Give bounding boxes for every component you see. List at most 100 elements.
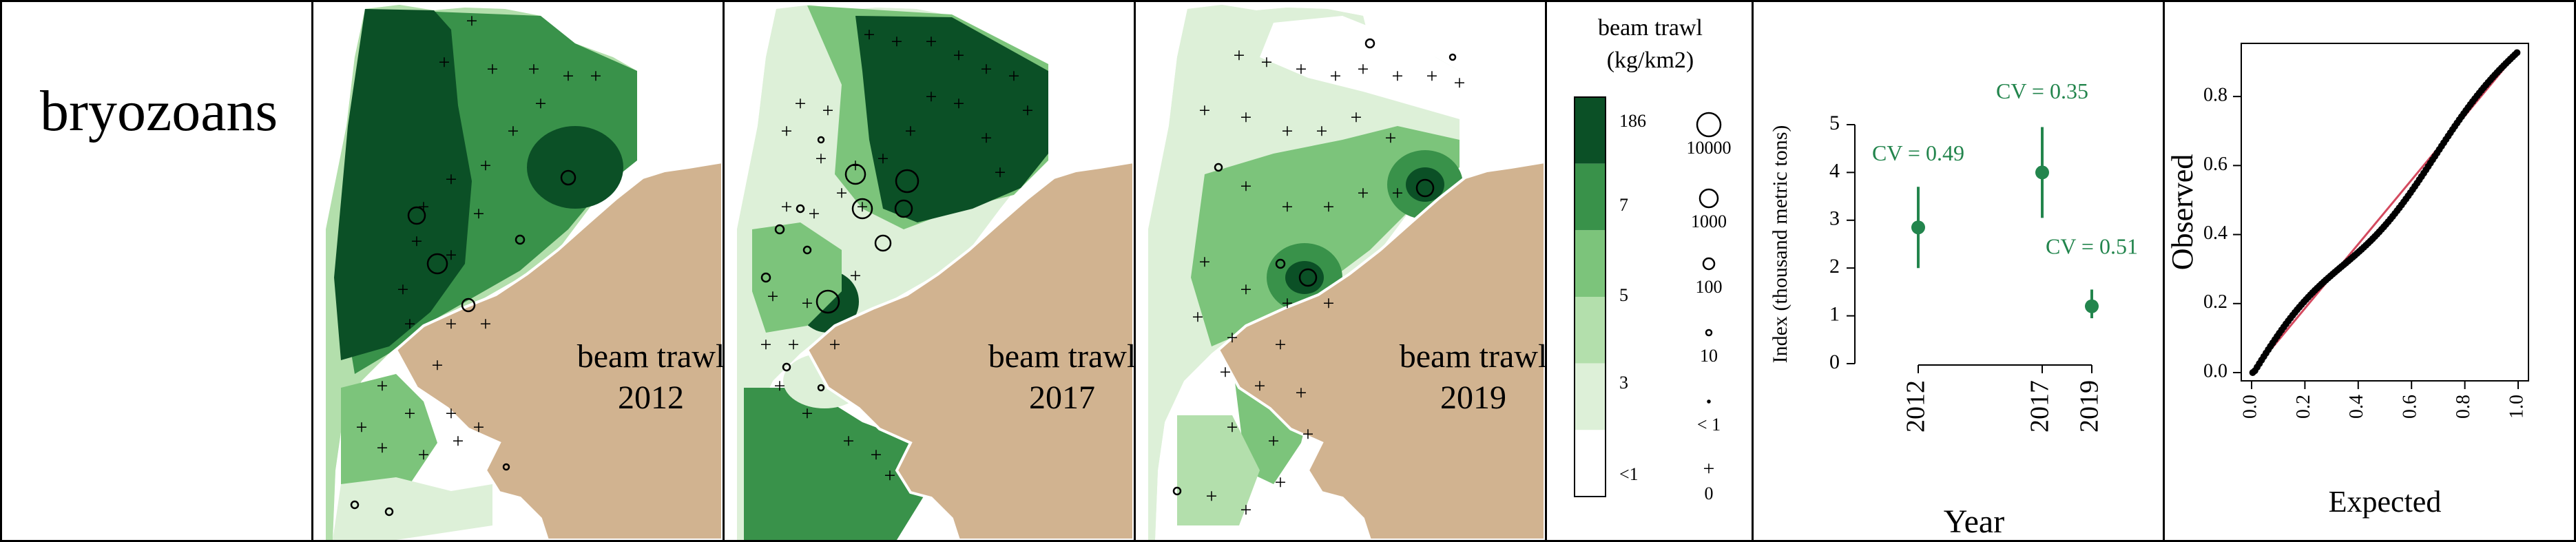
y-tick-label: 0.6 xyxy=(2203,154,2227,175)
legend-color-swatch xyxy=(1575,430,1606,497)
zero-catch-marker: + xyxy=(1240,278,1252,301)
zero-catch-marker: + xyxy=(760,333,772,356)
zero-catch-marker: + xyxy=(439,51,450,74)
map-2019: + + + + + + + + + + + + + + + + + + + + + + + + + + + + + + + + + + + beam … xyxy=(1148,5,1545,540)
zero-catch-marker: + xyxy=(418,444,430,466)
zero-catch-marker: + xyxy=(377,437,388,459)
coastline xyxy=(394,160,723,540)
zero-catch-marker: + xyxy=(446,402,457,425)
x-tick-label: 0.0 xyxy=(2239,395,2261,419)
legend-size-label: < 1 xyxy=(1697,415,1721,435)
legend-size-circle xyxy=(1702,257,1716,271)
zero-catch-marker: + xyxy=(563,65,574,87)
zero-catch-marker: + xyxy=(850,264,862,287)
land-mass xyxy=(807,162,1134,540)
zero-catch-marker: + xyxy=(774,375,786,397)
y-tick-label: 0.0 xyxy=(2203,360,2227,382)
zero-catch-marker: + xyxy=(480,313,492,335)
zero-catch-marker: + xyxy=(926,30,937,53)
zero-catch-marker: + xyxy=(1199,251,1211,273)
zero-catch-marker: + xyxy=(1234,44,1245,67)
legend-size-label: 0 xyxy=(1705,483,1714,503)
catch-circle xyxy=(426,253,448,275)
catch-circle xyxy=(895,169,920,194)
zero-catch-marker: + xyxy=(1426,65,1438,87)
zero-catch-marker: + xyxy=(480,154,492,177)
x-tick-label: 0.8 xyxy=(2453,395,2474,419)
zero-catch-marker: + xyxy=(871,444,882,466)
zero-catch-marker: + xyxy=(1227,416,1238,439)
zero-catch-marker: + xyxy=(809,202,820,225)
density-hotspot xyxy=(527,126,623,209)
x-tick-label: 1.0 xyxy=(2506,395,2527,419)
catch-circle xyxy=(816,289,840,314)
legend-zero-marker: + xyxy=(1703,457,1715,480)
qq-panel: 0.0 0.2 0.4 0.6 0.8 1.0 0.0 0.2 0.4 0.6 0.8 Expecte… xyxy=(2163,0,2576,542)
legend-size-label: 10 xyxy=(1700,346,1718,366)
x-tick-label: 2017 xyxy=(2026,380,2055,432)
land-mass xyxy=(396,162,723,540)
zero-catch-marker: + xyxy=(590,65,602,87)
map-panel-2012: + + + + + + + + + + + + + + + + + + + + + + + + + + + beam trawl 201… xyxy=(311,0,725,542)
zero-catch-marker: + xyxy=(446,313,457,335)
catch-circle xyxy=(760,272,771,283)
density-zone xyxy=(333,477,492,540)
catch-circle xyxy=(796,204,805,213)
zero-catch-marker: + xyxy=(446,168,457,191)
zero-catch-marker: + xyxy=(822,99,834,122)
plot-frame xyxy=(2241,43,2529,382)
zero-catch-marker: + xyxy=(1240,175,1252,198)
zero-catch-marker: + xyxy=(850,154,862,177)
zero-catch-marker: + xyxy=(356,416,368,439)
cv-annotation: CV = 0.51 xyxy=(2046,233,2138,258)
density-zone xyxy=(1177,415,1260,525)
zero-catch-marker: + xyxy=(508,120,519,143)
density-zone xyxy=(752,222,842,333)
y-tick-label: 4 xyxy=(1829,159,1840,182)
catch-circle xyxy=(1172,486,1182,496)
index-point xyxy=(2085,299,2099,313)
catch-circle xyxy=(774,224,785,235)
cv-annotation: CV = 0.49 xyxy=(1872,140,1964,165)
legend-title: beam trawl xyxy=(1598,15,1703,41)
density-zone xyxy=(334,9,472,360)
y-tick-label: 0 xyxy=(1829,351,1840,373)
zero-catch-marker: + xyxy=(816,147,827,170)
map-2017: + + +++ ++++++ + +++ ++++ ++++ +++ + ++++++beam tr… xyxy=(737,5,1134,540)
y-tick-label: 2 xyxy=(1829,255,1840,278)
zero-catch-marker: + xyxy=(1351,106,1362,129)
catch-circle xyxy=(1364,38,1375,49)
catch-circle xyxy=(817,136,825,144)
zero-catch-marker: + xyxy=(767,285,779,308)
species-label: bryozoans xyxy=(40,79,278,143)
zero-catch-marker: + xyxy=(466,10,478,32)
density-hotspot xyxy=(1406,167,1444,202)
species-panel: bryozoans xyxy=(0,0,313,542)
zero-catch-marker: + xyxy=(995,161,1006,184)
y-axis-title: Index (thousand metric tons) xyxy=(1769,125,1791,364)
catch-circle xyxy=(407,206,426,225)
legend-color-label: <1 xyxy=(1619,464,1639,484)
qq-chart: 0.0 0.2 0.4 0.6 0.8 1.0 0.0 0.2 0.4 0.6 0.8 Expecte… xyxy=(2165,43,2529,519)
coastline xyxy=(1216,160,1545,540)
zero-catch-marker: + xyxy=(1240,106,1252,129)
zero-catch-marker: + xyxy=(843,430,855,452)
index-panel: 0 1 2 3 4 5 2012 2017 2019 CV = 0.49 CV = 0.35 CV =… xyxy=(1752,0,2165,542)
legend-size-circle xyxy=(1696,112,1722,138)
zero-catch-marker: + xyxy=(1385,127,1397,149)
zero-catch-marker: + xyxy=(1323,292,1335,315)
legend-size-label: 1000 xyxy=(1691,211,1727,231)
y-tick-label: 0.2 xyxy=(2203,291,2227,313)
zero-catch-marker: + xyxy=(446,244,457,267)
catch-circle xyxy=(874,234,892,252)
legend-size-circle xyxy=(1699,188,1719,209)
zero-catch-marker: + xyxy=(397,278,409,301)
zero-catch-marker: + xyxy=(1296,58,1307,81)
zero-catch-marker: + xyxy=(411,230,423,253)
zero-catch-marker: + xyxy=(1022,99,1034,122)
y-tick-label: 3 xyxy=(1829,207,1840,230)
density-zone xyxy=(1260,16,1460,119)
zero-catch-marker: + xyxy=(829,333,841,356)
catch-circle xyxy=(502,463,510,471)
zero-catch-marker: + xyxy=(1199,99,1211,122)
